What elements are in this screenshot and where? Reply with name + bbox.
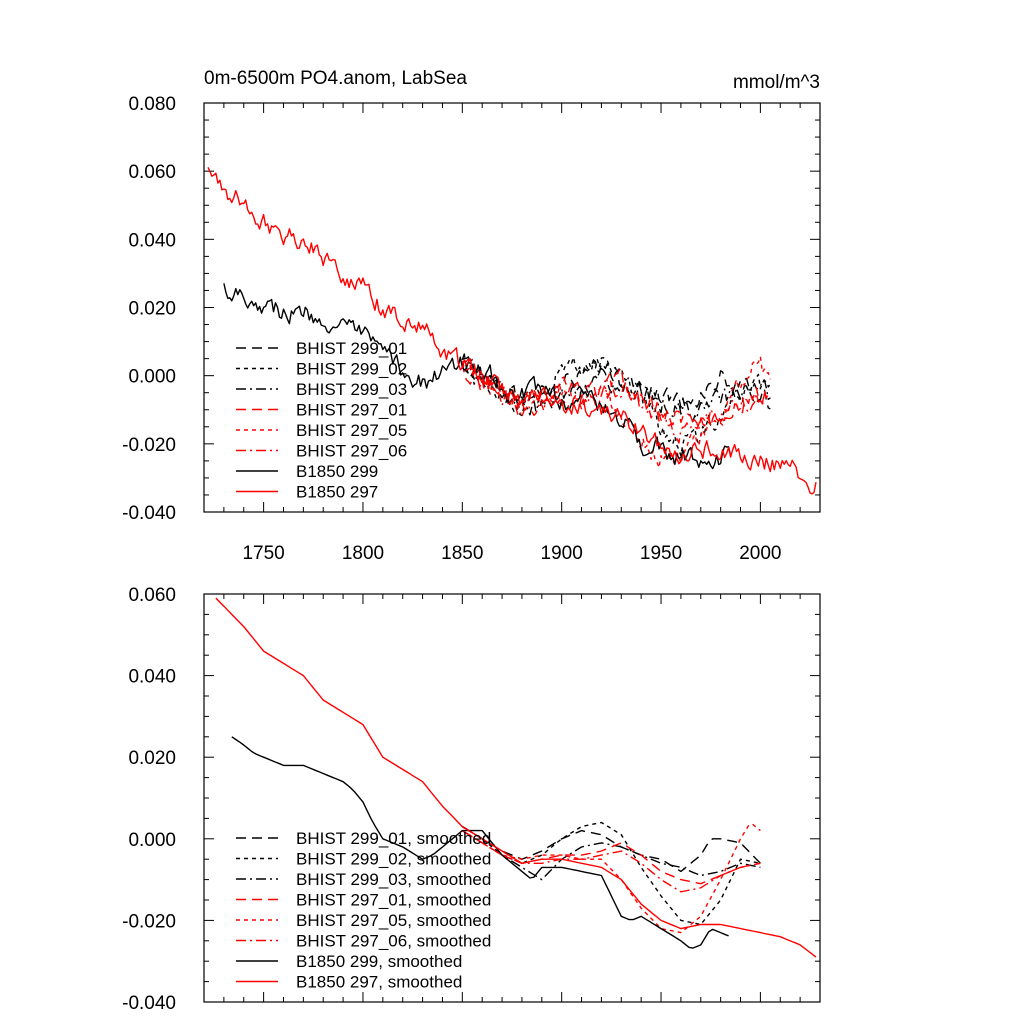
series-line-bhist-297-01 (461, 362, 771, 430)
units-label: mmol/m^3 (733, 72, 820, 93)
y-tick-label: 0.060 (128, 162, 176, 183)
legend-label: BHIST 297_01 (296, 401, 407, 420)
y-tick-label: 0.060 (128, 585, 176, 606)
legend-label: BHIST 297_06, smoothed (296, 932, 491, 951)
legend-label: BHIST 299_01, smoothed (296, 829, 491, 848)
y-tick-label: 0.020 (128, 299, 176, 320)
chart-title: 0m-6500m PO4.anom, LabSea (204, 68, 467, 89)
series-line-b1850-297-smoothed (215, 597, 817, 958)
y-tick-label: -0.040 (122, 993, 176, 1014)
top-panel: 0m-6500m PO4.anom, LabSea mmol/m^3 -0.04… (122, 68, 821, 564)
y-tick-label: 0.020 (128, 748, 176, 769)
y-tick-label: 0.080 (128, 94, 176, 115)
bottom-panel: -0.040 -0.020 0.000 0.020 0.040 0.060 BHIST 29… (122, 585, 821, 1014)
y-tick-label: 0.040 (128, 230, 176, 251)
series-line-bhist-297-01-smoothed (461, 830, 761, 885)
series-line-b1850-297 (207, 167, 817, 495)
x-tick-label: 1950 (640, 543, 682, 564)
legend-label: BHIST 299_02 (296, 360, 407, 379)
x-tick-label: 2000 (739, 543, 781, 564)
series-line-bhist-299-02 (461, 356, 771, 457)
series-line-b1850-299 (223, 283, 732, 470)
y-tick-label: -0.040 (122, 503, 176, 524)
series-line-bhist-299-01 (461, 353, 771, 410)
legend-label: BHIST 299_03 (296, 380, 407, 399)
series-line-bhist-299-01-smoothed (461, 825, 761, 873)
legend-label: BHIST 297_06 (296, 442, 407, 461)
legend: BHIST 299_01, smoothed BHIST 299_02, smoo… (236, 829, 491, 992)
y-tick-label: 0.040 (128, 667, 176, 688)
series-line-bhist-299-03-smoothed (461, 825, 761, 881)
series-line-b1850-299-smoothed (231, 736, 729, 949)
legend-label: B1850 297, smoothed (296, 973, 462, 992)
y-tick-label: -0.020 (122, 435, 176, 456)
legend-label: BHIST 297_05, smoothed (296, 911, 491, 930)
y-tick-label: 0.000 (128, 830, 176, 851)
legend-label: BHIST 299_02, smoothed (296, 850, 491, 869)
legend-label: B1850 297 (296, 483, 378, 502)
legend-label: B1850 299 (296, 462, 378, 481)
legend-label: BHIST 299_01 (296, 339, 407, 358)
legend-label: BHIST 297_05 (296, 421, 407, 440)
y-tick-label: 0.000 (128, 367, 176, 388)
legend-label: BHIST 297_01, smoothed (296, 891, 491, 910)
x-tick-label: 1750 (242, 543, 284, 564)
y-tick-label: -0.020 (122, 911, 176, 932)
legend-label: BHIST 299_03, smoothed (296, 870, 491, 889)
series-line-bhist-299-03 (462, 356, 771, 423)
series-line-bhist-297-06 (461, 358, 771, 444)
x-tick-label: 1900 (541, 543, 583, 564)
legend-label: B1850 299, smoothed (296, 952, 462, 971)
x-tick-label: 1800 (342, 543, 384, 564)
x-tick-label: 1850 (441, 543, 483, 564)
